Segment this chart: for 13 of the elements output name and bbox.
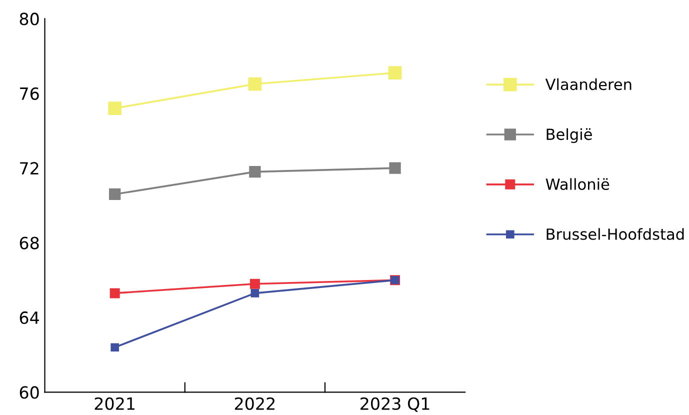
x-tick-label: 2022 (234, 397, 274, 410)
legend-label: Vlaanderen (545, 78, 632, 90)
y-tick-label: 64 (20, 311, 39, 324)
y-tick-label: 68 (20, 236, 39, 250)
legend-label: Brussel-Hoofdstad (546, 228, 684, 240)
x-tick-label: 2021 (94, 397, 134, 410)
y-tick-label: 80 (20, 12, 39, 26)
y-tick-label: 60 (20, 386, 39, 399)
legend-label: België (546, 128, 592, 144)
y-tick-label: 72 (20, 162, 38, 174)
y-tick-label: 76 (20, 87, 39, 100)
legend-label: Wallonië (546, 178, 610, 190)
x-tick-label: 2023 Q1 (360, 397, 430, 412)
